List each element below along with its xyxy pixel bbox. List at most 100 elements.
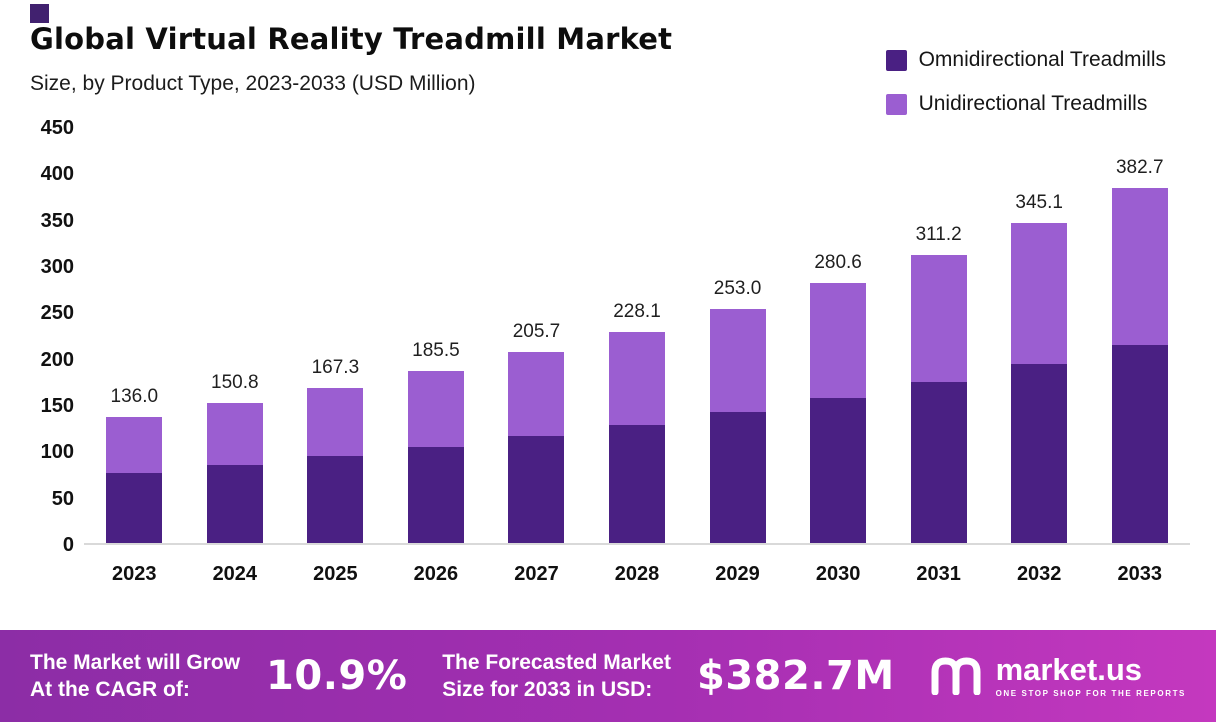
y-axis-tick-label: 450	[40, 117, 74, 139]
bar-stack	[810, 282, 867, 543]
brand-logo: market.us ONE STOP SHOP FOR THE REPORTS	[930, 653, 1186, 700]
bar-stack	[709, 308, 766, 543]
chart-title: Global Virtual Reality Treadmill Market	[30, 22, 673, 56]
bar-group: 280.6	[788, 128, 889, 543]
bar-group: 311.2	[888, 128, 989, 543]
bar-value-label: 382.7	[1115, 157, 1164, 179]
x-axis-label: 2032	[1016, 563, 1062, 585]
legend-item: Omnidirectional Treadmills	[885, 48, 1166, 72]
chart-legend: Omnidirectional Treadmills Unidirectional…	[885, 48, 1166, 116]
bar-stack	[1111, 188, 1168, 543]
y-axis-tick-label: 50	[51, 487, 74, 510]
cagr-label-line1: The Market will Grow	[30, 651, 241, 674]
bar-value-label: 136.0	[110, 385, 159, 407]
bar-segment-unidirectional	[508, 352, 565, 437]
legend-label: Omnidirectional Treadmills	[918, 48, 1166, 71]
bar-segment-omnidirectional	[206, 464, 263, 543]
x-axis-label: 2023	[112, 563, 157, 585]
y-axis-tick-label: 0	[62, 534, 74, 556]
bar-value-label: 150.8	[211, 372, 259, 394]
bar-segment-omnidirectional	[307, 456, 364, 543]
bar-group: 205.7	[486, 128, 587, 543]
bar-value-label: 167.3	[311, 356, 360, 378]
bar-segment-unidirectional	[106, 416, 163, 473]
footer-banner: The Market will Grow At the CAGR of: 10.…	[0, 630, 1216, 722]
y-axis-tick-label: 200	[40, 348, 74, 371]
bar-segment-omnidirectional	[709, 411, 766, 543]
x-axis-labels: 2023 2024 2025 2026 2027 2028 2029 2030 2031 2032…	[84, 563, 1190, 586]
bar-stack	[106, 416, 163, 543]
brand-text: market.us ONE STOP SHOP FOR THE REPORTS	[995, 652, 1186, 699]
marketus-logo-icon	[930, 653, 984, 700]
bar-value-label: 345.1	[1015, 192, 1063, 214]
x-axis-spacer	[26, 563, 84, 586]
x-axis-label: 2025	[313, 563, 358, 585]
bar-stack	[407, 371, 464, 543]
bar-group: 382.7	[1089, 128, 1190, 543]
bar-segment-unidirectional	[206, 403, 263, 465]
bar-value-label: 280.6	[814, 251, 862, 273]
legend-item: Unidirectional Treadmills	[885, 92, 1166, 116]
bar-stack	[609, 331, 665, 543]
bar-group: 228.1	[587, 128, 688, 543]
y-axis-tick-label: 100	[40, 441, 74, 464]
cagr-label-line2: At the CAGR of:	[30, 678, 190, 701]
chart-header: Global Virtual Reality Treadmill Market …	[30, 22, 672, 96]
cagr-label: The Market will Grow At the CAGR of:	[30, 649, 240, 703]
bar-group: 136.0	[84, 128, 185, 543]
legend-swatch	[885, 49, 907, 71]
x-axis-label: 2029	[715, 563, 760, 585]
forecast-label: The Forecasted Market Size for 2033 in U…	[442, 649, 671, 703]
x-axis-label: 2024	[212, 563, 258, 585]
bar-segment-unidirectional	[910, 254, 967, 382]
bar-segment-omnidirectional	[609, 424, 665, 543]
legend-label: Unidirectional Treadmills	[918, 92, 1148, 115]
footer-content: The Market will Grow At the CAGR of: 10.…	[30, 649, 1186, 703]
x-axis-label: 2030	[815, 563, 861, 585]
bar-stack	[206, 403, 263, 543]
chart-plot-wrapper: 0 50 100 150 200 250 300 350 400 450 136.0 150.8 16…	[26, 117, 1190, 556]
plot-area: 136.0 150.8 167.3 185.5 205.7 228.1 253.0 280.6…	[84, 128, 1190, 545]
bar-segment-omnidirectional	[508, 436, 565, 543]
y-axis-tick-label: 250	[40, 302, 74, 325]
bar-group: 150.8	[185, 128, 286, 543]
bar-segment-unidirectional	[1111, 188, 1168, 345]
forecast-label-line1: The Forecasted Market	[442, 651, 671, 674]
brand-name: market.us	[995, 652, 1143, 687]
y-axis-tick-label: 350	[40, 209, 74, 232]
bar-value-label: 311.2	[915, 223, 962, 245]
bar-value-label: 205.7	[512, 321, 561, 343]
forecast-value: $382.7M	[696, 653, 895, 699]
bar-segment-unidirectional	[609, 331, 665, 425]
x-axis-label: 2033	[1117, 563, 1162, 585]
bar-segment-omnidirectional	[810, 397, 867, 543]
bar-group: 345.1	[989, 128, 1090, 543]
chart-subtitle: Size, by Product Type, 2023-2033 (USD Mi…	[30, 72, 476, 95]
bar-stack	[1011, 223, 1068, 543]
x-axis-label: 2027	[514, 563, 559, 585]
bar-value-label: 228.1	[613, 300, 661, 322]
stacked-bar-chart: 0 50 100 150 200 250 300 350 400 450 136.0 150.8 16…	[26, 117, 1190, 586]
bar-segment-omnidirectional	[407, 446, 464, 543]
corner-decoration	[30, 4, 49, 23]
bar-segment-unidirectional	[307, 387, 364, 457]
bar-group: 185.5	[386, 128, 487, 543]
bar-segment-unidirectional	[810, 282, 867, 398]
legend-swatch	[885, 93, 907, 115]
y-axis: 0 50 100 150 200 250 300 350 400 450	[26, 117, 84, 556]
bar-segment-unidirectional	[407, 371, 464, 447]
brand-tagline: ONE STOP SHOP FOR THE REPORTS	[995, 689, 1186, 698]
x-axis: 2023 2024 2025 2026 2027 2028 2029 2030 2031 2032…	[26, 563, 1190, 586]
x-axis-label: 2026	[413, 563, 459, 585]
forecast-label-line2: Size for 2033 in USD:	[442, 678, 653, 701]
cagr-value: 10.9%	[266, 653, 408, 699]
bar-value-label: 253.0	[713, 277, 762, 299]
bar-stack	[910, 254, 967, 543]
bar-segment-omnidirectional	[106, 472, 163, 543]
cagr-group: The Market will Grow At the CAGR of: 10.…	[30, 649, 407, 703]
y-axis-tick-label: 400	[40, 163, 74, 186]
x-axis-label: 2028	[614, 563, 660, 585]
bar-segment-omnidirectional	[910, 381, 967, 543]
bar-segment-unidirectional	[709, 308, 766, 412]
